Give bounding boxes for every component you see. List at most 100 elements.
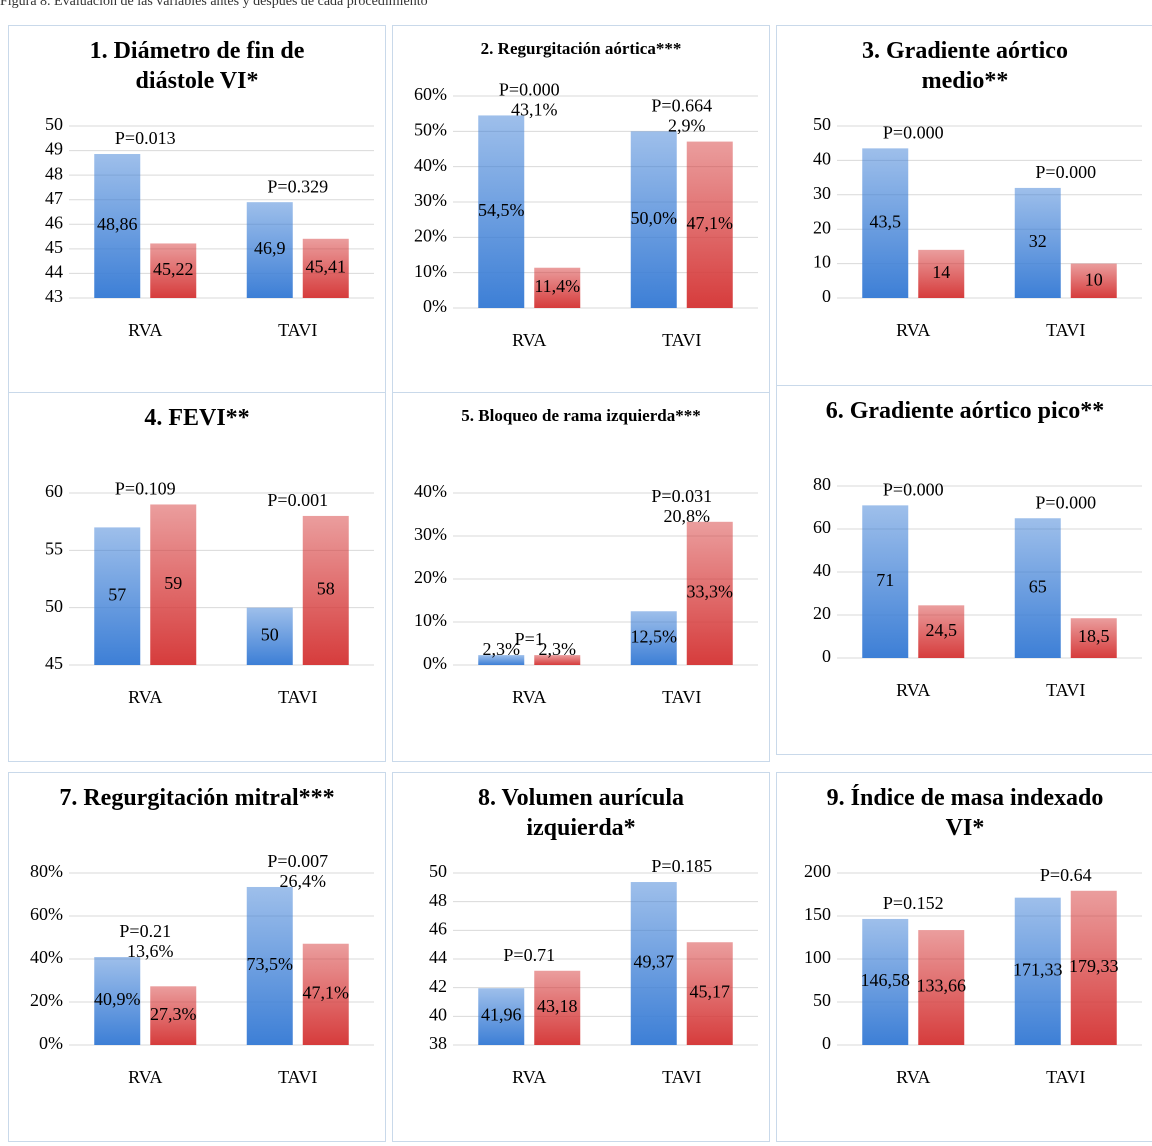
value-label: 18,5	[1078, 626, 1110, 646]
y-tick-label: 0	[822, 646, 831, 666]
x-tick-label: TAVI	[662, 1067, 701, 1087]
bar	[630, 611, 677, 665]
x-tick-label: RVA	[896, 320, 930, 340]
chart-title: 1. Diámetro de fin de diástole VI*	[89, 38, 305, 94]
value-label: 58	[317, 579, 335, 599]
y-tick-label: 60	[813, 517, 831, 537]
bar	[918, 249, 965, 298]
chart-panel: 9. Índice de masa indexado VI* 0 50 100 150 2…	[776, 772, 1152, 1142]
x-tick-label: RVA	[896, 1067, 930, 1087]
y-tick-label: 30%	[414, 524, 447, 544]
chart: 0% 10% 20% 30% 40% RVA 2,3% 2,3%P=1 TAVI 12,5% 33,…	[414, 481, 758, 707]
value-label: 46,9	[254, 238, 286, 258]
x-tick-label: RVA	[512, 687, 546, 707]
bar	[862, 505, 909, 658]
bar	[246, 886, 293, 1045]
x-tick-label: RVA	[128, 1067, 162, 1087]
y-tick-label: 50	[429, 861, 447, 881]
annotation: P=0.000	[1035, 492, 1096, 512]
bar	[1014, 897, 1061, 1045]
y-tick-label: 0%	[423, 653, 447, 673]
value-label: 49,37	[634, 952, 675, 972]
x-tick-label: TAVI	[1046, 320, 1085, 340]
chart-title: 5. Bloqueo de rama izquierda***	[461, 406, 701, 425]
chart-panel: 4. FEVI** 45 50 55 60 RVA 57 59 P=0.109 TAVI 50 58 P…	[8, 392, 386, 762]
y-tick-label: 20%	[414, 225, 447, 245]
chart-title: 3. Gradiente aórtico medio**	[862, 38, 1068, 94]
annotation: P=0.000	[499, 80, 560, 100]
y-tick-label: 50	[45, 114, 63, 134]
annotation: P=0.000	[883, 479, 944, 499]
value-label: 43,5	[870, 211, 902, 231]
annotation: 13,6%	[127, 941, 174, 961]
y-tick-label: 0%	[423, 296, 447, 316]
chart: 0 20 40 60 80 RVA 71 24,5 P=0.000 TAVI 65 18,5 P=0.0…	[813, 474, 1142, 700]
chart-panel: 5. Bloqueo de rama izquierda*** 0% 10% 20% 3…	[392, 392, 770, 762]
x-tick-label: TAVI	[1046, 1067, 1085, 1087]
x-tick-label: RVA	[512, 330, 546, 350]
value-label: 45,22	[153, 259, 194, 279]
value-label: 32	[1029, 231, 1047, 251]
chart-panel: 2. Regurgitación aórtica*** 0% 10% 20% 30% 40…	[392, 25, 770, 395]
value-label: 65	[1029, 576, 1047, 596]
y-tick-label: 50	[813, 990, 831, 1010]
bar	[94, 957, 141, 1045]
y-tick-label: 100	[804, 947, 831, 967]
bar	[302, 943, 349, 1045]
chart-panel: 1. Diámetro de fin de diástole VI* 43 44 45…	[8, 25, 386, 395]
y-tick-label: 48	[429, 890, 447, 910]
chart-panel: 6. Gradiente aórtico pico** 0 20 40 60 80 RVA 7…	[776, 385, 1152, 755]
annotation: P=0.185	[651, 856, 712, 876]
y-tick-label: 10	[813, 252, 831, 272]
bar	[1070, 890, 1117, 1045]
y-tick-label: 42	[429, 976, 447, 996]
y-tick-label: 40%	[414, 481, 447, 501]
y-tick-label: 50	[45, 596, 63, 616]
bar	[1014, 518, 1061, 658]
y-tick-label: 10%	[414, 261, 447, 281]
y-tick-label: 20	[813, 217, 831, 237]
value-label: 24,5	[926, 620, 958, 640]
bar	[1070, 263, 1117, 298]
annotation: P=0.152	[883, 893, 944, 913]
value-label: 54,5%	[478, 200, 525, 220]
value-label: 171,33	[1013, 959, 1063, 979]
value-label: 12,5%	[631, 626, 678, 646]
bar	[150, 504, 197, 665]
chart-title: 7. Regurgitación mitral***	[59, 785, 335, 811]
value-label: 57	[108, 584, 126, 604]
y-tick-label: 40	[813, 560, 831, 580]
y-tick-label: 47	[45, 188, 63, 208]
y-tick-label: 46	[429, 918, 447, 938]
y-tick-label: 55	[45, 538, 63, 558]
bar	[478, 115, 525, 308]
x-tick-label: RVA	[128, 320, 162, 340]
chart-panel: 8. Volumen aurícula izquierda* 38 40 42 44 46…	[392, 772, 770, 1142]
bar	[918, 605, 965, 658]
chart: 38 40 42 44 46 48 50 RVA 41,96 43,18 P=0.71 TAVI 49,…	[429, 856, 758, 1087]
bar	[918, 930, 965, 1045]
chart: 45 50 55 60 RVA 57 59 P=0.109 TAVI 50 58 P=0.001	[45, 479, 374, 707]
value-label: 146,58	[861, 970, 911, 990]
value-label: 50	[261, 624, 279, 644]
y-tick-label: 0	[822, 1033, 831, 1053]
chart-panel: 3. Gradiente aórtico medio** 0 10 20 30 40 50 R…	[776, 25, 1152, 395]
value-label: 50,0%	[631, 208, 678, 228]
x-tick-label: RVA	[128, 687, 162, 707]
value-label: 45,41	[306, 257, 347, 277]
value-label: 2,3%	[539, 639, 577, 659]
annotation: P=0.001	[267, 490, 328, 510]
value-label: 40,9%	[94, 989, 141, 1009]
y-tick-label: 45	[45, 653, 63, 673]
y-tick-label: 20%	[414, 567, 447, 587]
annotation: P=0.664	[651, 95, 712, 115]
bar	[630, 131, 677, 308]
caption: Figura 8. Evaluación de las variables an…	[0, 0, 428, 9]
y-tick-label: 0%	[39, 1033, 63, 1053]
annotation: P=0.013	[115, 128, 176, 148]
y-tick-label: 30	[813, 183, 831, 203]
bar	[862, 918, 909, 1045]
y-tick-label: 49	[45, 139, 63, 159]
value-label: 48,86	[97, 214, 138, 234]
